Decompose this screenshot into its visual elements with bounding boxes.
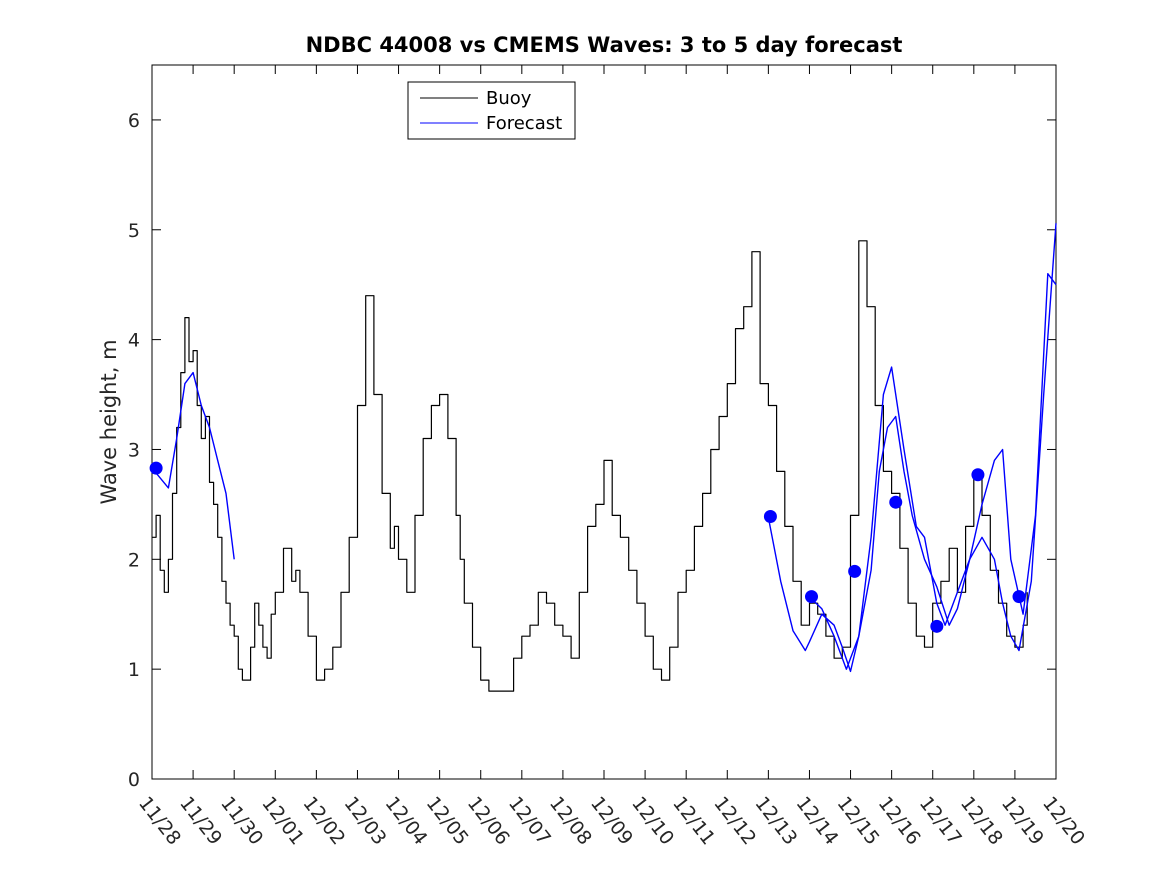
forecast-start-point	[848, 564, 862, 578]
x-tick-label: 12/14	[792, 793, 843, 850]
y-tick-label: 6	[128, 110, 140, 132]
x-tick-label: 12/11	[668, 793, 719, 850]
series-layer	[151, 223, 1057, 692]
x-tick-label: 12/15	[833, 793, 884, 850]
plot-area	[151, 64, 1057, 780]
x-tick-label: 12/18	[956, 793, 1007, 850]
forecast-series-line-3	[809, 273, 1057, 670]
forecast-start-point	[930, 619, 944, 633]
x-tick-label: 12/03	[340, 793, 391, 850]
chart-title: NDBC 44008 vs CMEMS Waves: 3 to 5 day fo…	[306, 33, 903, 57]
x-tick-label: 12/20	[1038, 793, 1089, 850]
y-tick-label: 3	[128, 439, 140, 461]
x-tick-label: 12/17	[915, 793, 966, 850]
legend-buoy-label: Buoy	[486, 88, 532, 109]
forecast-start-point	[763, 509, 777, 523]
y-axis: 0 1 2 3 4 5 6	[128, 110, 1056, 791]
forecast-start-point	[971, 468, 985, 482]
x-tick-label: 12/12	[709, 793, 760, 850]
x-tick-label: 12/02	[298, 793, 349, 850]
x-tick-label: 12/09	[586, 793, 637, 850]
y-tick-label: 2	[128, 549, 140, 571]
x-tick-label: 12/07	[504, 793, 555, 850]
x-tick-label: 12/16	[874, 793, 925, 850]
x-tick-label: 12/06	[463, 793, 514, 850]
y-tick-label: 4	[128, 330, 140, 352]
forecast-start-point	[1012, 590, 1026, 604]
legend-forecast-label: Forecast	[486, 113, 562, 134]
x-tick-label: 11/29	[175, 793, 226, 850]
y-tick-label: 5	[128, 220, 140, 242]
x-tick-label: 11/30	[216, 793, 267, 850]
legend-box	[407, 81, 576, 140]
forecast-start-point	[805, 590, 819, 604]
x-tick-label: 12/01	[257, 793, 308, 850]
x-tick-label: 12/13	[750, 793, 801, 850]
x-tick-label: 12/08	[545, 793, 596, 850]
y-axis-label: Wave height, m	[97, 339, 121, 504]
x-tick-label: 12/19	[997, 793, 1048, 850]
forecast-markers	[149, 461, 1026, 633]
y-tick-label: 0	[128, 769, 140, 791]
x-tick-label: 12/04	[381, 793, 432, 850]
y-tick-label: 1	[128, 659, 140, 681]
x-tick-label: 12/10	[627, 793, 678, 850]
forecast-start-point	[889, 495, 903, 509]
buoy-series-line	[152, 240, 1028, 692]
legend: Buoy Forecast	[407, 81, 576, 140]
forecast-series-line-2	[767, 223, 1057, 673]
forecast-start-point	[149, 461, 163, 475]
x-tick-label: 11/28	[134, 793, 185, 850]
forecast-series-line-1	[151, 371, 235, 560]
x-tick-label: 12/05	[422, 793, 473, 850]
